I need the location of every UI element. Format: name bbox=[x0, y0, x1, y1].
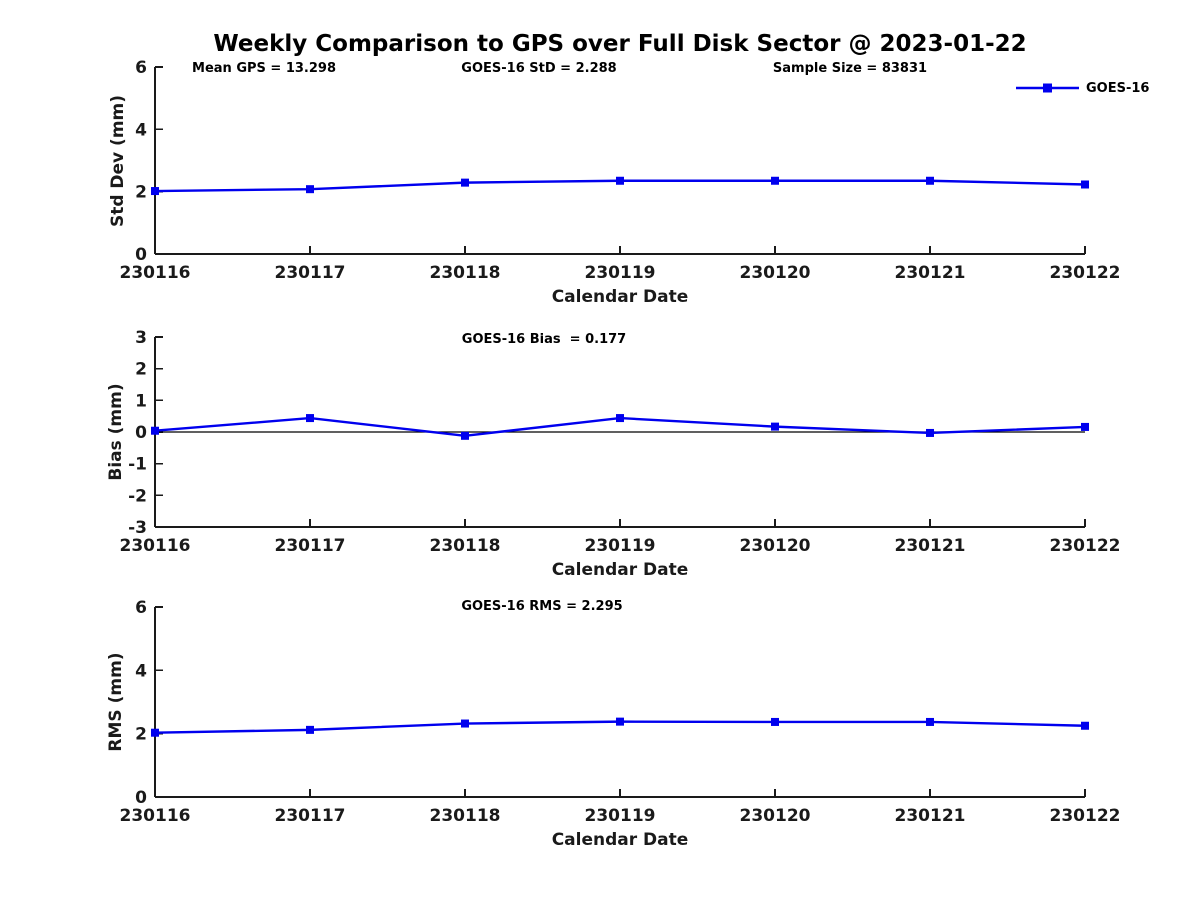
y-tick-label: -2 bbox=[128, 486, 147, 506]
y-tick-label: 2 bbox=[135, 725, 147, 745]
data-point-marker bbox=[461, 719, 469, 728]
legend-marker bbox=[1043, 83, 1052, 93]
x-tick-label: 230121 bbox=[895, 263, 966, 283]
x-tick-label: 230116 bbox=[120, 536, 191, 556]
x-tick-label: 230120 bbox=[740, 263, 811, 283]
y-tick-label: 6 bbox=[135, 598, 147, 618]
data-point-marker bbox=[1081, 721, 1089, 730]
x-tick-label: 230120 bbox=[740, 536, 811, 556]
x-tick-label: 230119 bbox=[585, 806, 656, 826]
x-tick-label: 230119 bbox=[585, 263, 656, 283]
y-tick-label: -3 bbox=[128, 518, 147, 538]
x-tick-label: 230121 bbox=[895, 536, 966, 556]
data-point-marker bbox=[616, 414, 624, 423]
data-point-marker bbox=[306, 725, 314, 734]
data-point-marker bbox=[771, 422, 779, 431]
data-point-marker bbox=[926, 428, 934, 437]
y-tick-label: 2 bbox=[135, 183, 147, 203]
y-tick-label: 0 bbox=[135, 245, 147, 265]
y-tick-label: 3 bbox=[135, 328, 147, 348]
x-tick-label: 230122 bbox=[1050, 263, 1121, 283]
annotation-sample-size: Sample Size = 83831 bbox=[772, 61, 928, 76]
data-point-marker bbox=[151, 728, 159, 737]
y-axis-label-rms: RMS (mm) bbox=[106, 652, 126, 752]
data-point-marker bbox=[151, 187, 159, 196]
x-tick-label: 230117 bbox=[275, 806, 346, 826]
legend-label: GOES-16 bbox=[1086, 81, 1150, 96]
annotation-mean-gps: Mean GPS = 13.298 bbox=[192, 61, 336, 76]
data-point-marker bbox=[306, 414, 314, 423]
x-tick-label: 230122 bbox=[1050, 806, 1121, 826]
annotation-goes16-rms: GOES-16 RMS = 2.295 bbox=[461, 599, 623, 614]
x-tick-label: 230118 bbox=[430, 536, 501, 556]
x-axis-label-panel1: Calendar Date bbox=[551, 287, 689, 307]
chart-title: Weekly Comparison to GPS over Full Disk … bbox=[213, 31, 1027, 57]
data-point-marker bbox=[616, 717, 624, 726]
y-tick-label: 0 bbox=[135, 788, 147, 808]
data-point-marker bbox=[461, 178, 469, 187]
x-tick-label: 230116 bbox=[120, 806, 191, 826]
annotation-goes16-std: GOES-16 StD = 2.288 bbox=[461, 61, 617, 76]
x-tick-label: 230122 bbox=[1050, 536, 1121, 556]
x-tick-label: 230120 bbox=[740, 806, 811, 826]
data-point-marker bbox=[1081, 180, 1089, 189]
x-tick-label: 230118 bbox=[430, 806, 501, 826]
data-point-marker bbox=[306, 185, 314, 194]
x-tick-label: 230121 bbox=[895, 806, 966, 826]
data-point-marker bbox=[771, 717, 779, 726]
x-axis-label-panel3: Calendar Date bbox=[551, 830, 689, 850]
x-tick-label: 230116 bbox=[120, 263, 191, 283]
y-axis-label-bias: Bias (mm) bbox=[106, 383, 126, 481]
data-point-marker bbox=[151, 426, 159, 435]
y-axis-label-stddev: Std Dev (mm) bbox=[108, 94, 128, 228]
data-point-marker bbox=[461, 431, 469, 440]
x-tick-label: 230117 bbox=[275, 263, 346, 283]
x-tick-label: 230119 bbox=[585, 536, 656, 556]
data-point-marker bbox=[926, 717, 934, 726]
y-tick-label: 6 bbox=[135, 58, 147, 78]
data-point-marker bbox=[771, 176, 779, 185]
y-tick-label: 2 bbox=[135, 360, 147, 380]
x-axis-label-panel2: Calendar Date bbox=[551, 560, 689, 580]
data-point-marker bbox=[926, 176, 934, 185]
data-point-marker bbox=[1081, 422, 1089, 431]
y-tick-label: 4 bbox=[135, 120, 147, 140]
annotation-goes16-bias: GOES-16 Bias = 0.177 bbox=[461, 332, 627, 347]
y-tick-label: 1 bbox=[135, 391, 147, 411]
x-tick-label: 230118 bbox=[430, 263, 501, 283]
x-tick-label: 230117 bbox=[275, 536, 346, 556]
data-point-marker bbox=[616, 176, 624, 185]
y-tick-label: -1 bbox=[128, 455, 147, 475]
y-tick-label: 4 bbox=[135, 661, 147, 681]
y-tick-label: 0 bbox=[135, 423, 147, 443]
